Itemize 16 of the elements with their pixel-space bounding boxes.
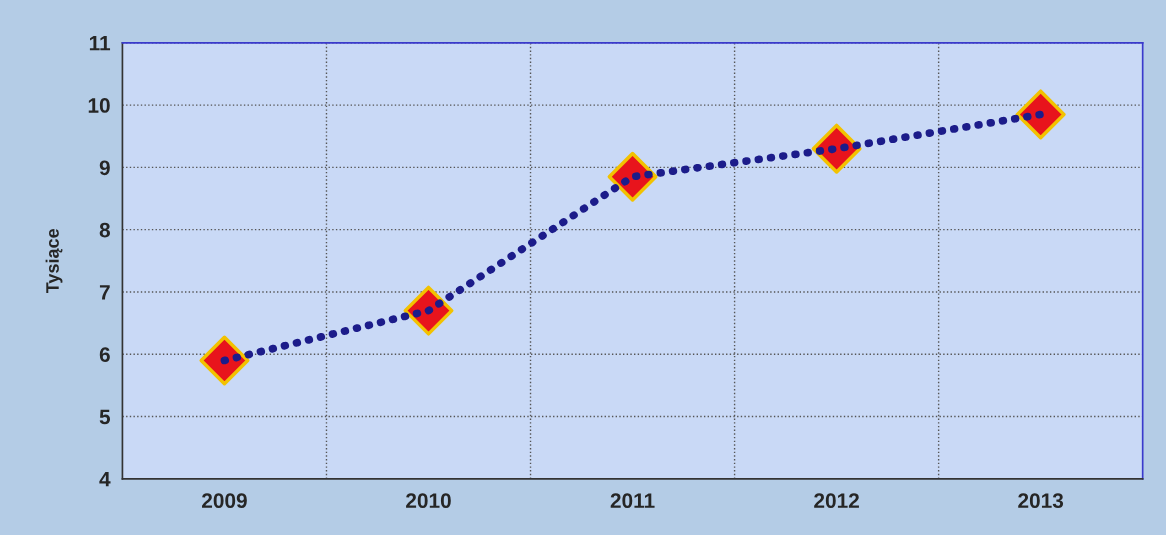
x-tick-label: 2010 — [406, 493, 451, 509]
y-tick-label: 11 — [89, 36, 111, 51]
y-tick-label: 6 — [99, 347, 110, 362]
y-tick-label: 7 — [99, 285, 110, 300]
y-tick-label: 8 — [99, 222, 110, 238]
x-tick-label: 2009 — [202, 493, 247, 509]
y-tick-label: 4 — [99, 472, 111, 487]
x-tick-label: 2012 — [814, 493, 859, 509]
y-tick-label: 10 — [88, 98, 110, 113]
point — [1015, 89, 1066, 140]
point — [199, 335, 250, 386]
y-axis-title: Tysiące — [45, 228, 63, 294]
x-tick-label: 2013 — [1018, 493, 1064, 509]
y-tick-label: 5 — [99, 409, 111, 425]
x-tick-label: 2011 — [610, 493, 655, 509]
y-tick-label: 9 — [99, 160, 110, 176]
